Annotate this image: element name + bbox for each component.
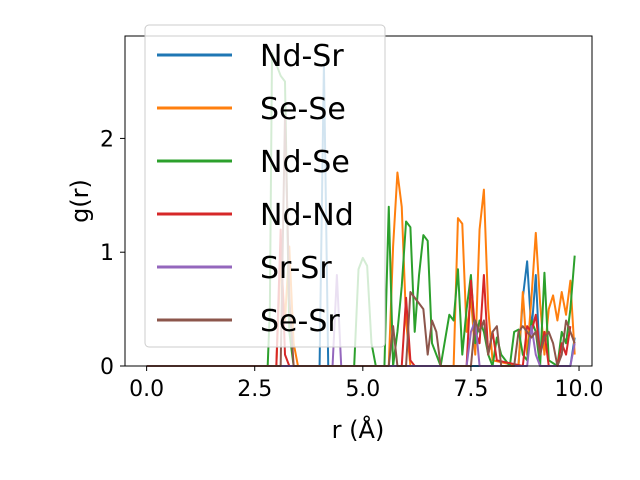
- x-tick-label: 0.0: [129, 377, 164, 402]
- legend-label-nd-nd: Nd-Nd: [260, 198, 354, 233]
- legend-label-nd-se: Nd-Se: [260, 145, 350, 180]
- x-tick-label: 2.5: [237, 377, 272, 402]
- legend-label-nd-sr: Nd-Sr: [260, 39, 344, 74]
- y-tick-label: 2: [100, 127, 114, 152]
- legend: Nd-Sr Se-Se Nd-Se Nd-Nd Sr-Sr Se-Sr: [144, 24, 386, 348]
- y-tick-label: 0: [100, 355, 114, 380]
- legend-entries: Nd-Sr Se-Se Nd-Se Nd-Nd Sr-Sr Se-Sr: [157, 39, 354, 339]
- y-tick-label: 1: [100, 241, 114, 266]
- x-tick-label: 7.5: [453, 377, 488, 402]
- y-axis-label: g(r): [66, 179, 94, 223]
- x-axis-label: r (Å): [332, 415, 385, 444]
- x-tick-label: 10.0: [555, 377, 604, 402]
- legend-label-se-sr: Se-Sr: [260, 304, 340, 339]
- legend-label-sr-sr: Sr-Sr: [260, 251, 332, 286]
- tick-layer: 0.0 2.5 5.0 7.5 10.0 0 1 2: [100, 127, 604, 402]
- x-tick-label: 5.0: [345, 377, 380, 402]
- series-line-se-sr: [146, 114, 576, 367]
- legend-label-se-se: Se-Se: [260, 92, 346, 127]
